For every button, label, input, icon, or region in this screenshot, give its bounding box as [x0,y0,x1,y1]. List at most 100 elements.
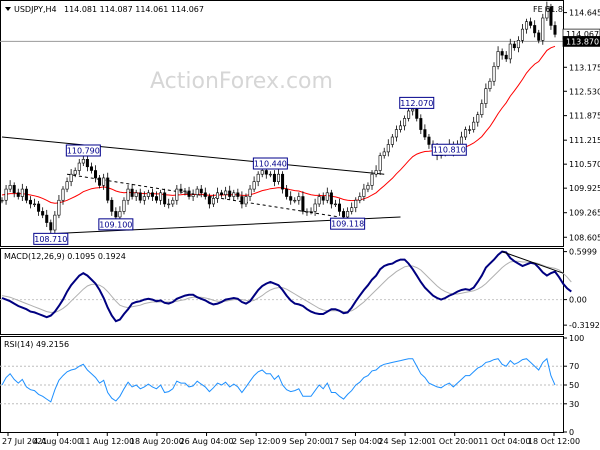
candle-body [122,199,126,212]
rsi-tick-label: 0 [569,428,574,437]
x-tick-label: 2 Sep 12:00 [232,437,280,446]
candle-body [403,118,407,127]
candle-body [33,203,37,206]
candle-body [171,199,175,205]
x-tick-label: 1 Oct 20:00 [431,437,478,446]
candle-body [236,192,240,197]
candle-body [53,214,57,231]
rsi-tick-label: 50 [569,381,579,390]
candle-body [195,188,199,195]
candle-body [110,199,114,212]
x-tick-label: 4 Aug 04:00 [33,437,82,446]
candle-body [203,192,207,197]
candle-body [480,103,484,116]
candle-body [118,211,122,218]
candle-body [500,51,504,56]
candle-body [419,118,423,130]
candle-body [321,196,325,201]
candle-body [37,203,41,212]
price-tick-label: 111.875 [569,112,600,121]
candle-body [61,188,65,201]
x-tick-label: 11 Aug 12:00 [80,437,134,446]
candle-body [504,54,508,60]
candle-body [264,170,268,175]
price-tag-label: 114.067 [566,30,599,39]
macd-title: MACD(12,26,9) 0.1095 0.1924 [4,252,126,261]
candle-body [0,199,4,202]
annotation-box [330,217,366,230]
candle-body [520,28,524,41]
annotation-box [65,144,101,157]
candle-body [256,173,260,182]
candle-body [191,194,195,197]
macd-panel-frame [0,248,564,335]
x-tick-label: 24 Sep 12:00 [378,437,431,446]
candle-body [313,203,317,212]
annotation-label: 109.118 [331,220,364,229]
candle-body [41,211,45,216]
candle-body [232,192,236,197]
candle-body [386,144,390,153]
annotation-box [252,157,288,170]
candle-body [394,129,398,138]
macd-trendline [501,251,564,274]
macd-tick-label: -0.3192 [569,321,600,330]
x-tick-label: 18 Aug 20:00 [130,437,184,446]
candle-body [211,198,215,205]
candle-body [98,177,102,186]
candle-body [533,25,537,34]
candle-body [276,173,281,182]
annotation-label: 110.440 [254,160,287,169]
candle-body [464,129,468,138]
candle-body [553,25,557,35]
trendline-dashed [66,173,340,218]
candle-body [329,192,333,205]
candle-body [220,192,224,195]
annotation-box [399,96,435,109]
candle-body [45,214,49,223]
candle-body [362,188,366,197]
candle-body [244,196,248,205]
candle-body [496,51,500,67]
candle-body [150,192,154,197]
candle-body [187,190,191,197]
candle-body [69,173,73,182]
candle-body [146,192,150,197]
candle-body [370,173,374,186]
candle-body [427,136,431,145]
annotation-label: 110.790 [67,146,100,155]
candle-body [163,192,167,205]
candle-body [529,21,533,26]
candle-body [374,170,378,175]
candle-body [65,181,69,190]
candle-body [358,196,362,201]
candle-body [155,196,159,201]
candle-body [508,43,512,60]
rsi-tick-label: 70 [569,362,579,371]
candle-body [28,199,32,205]
rsi-tick-label: 30 [569,400,579,409]
candle-body [484,88,488,104]
candle-body [423,129,427,138]
x-tick-label: 27 Jul 2021 [2,437,47,446]
candle-body [94,170,98,179]
candle-body [281,173,285,190]
rsi-tick-label: 100 [569,334,584,343]
candle-body [240,196,244,205]
candle-body [325,192,329,201]
candle-body [228,190,232,197]
price-tick-label: 112.530 [569,87,600,96]
candle-body [207,196,211,205]
candle-body [85,159,89,168]
candle-body [138,192,142,201]
candle-body [366,185,370,190]
candle-body [199,188,203,194]
candle-body [285,188,289,197]
candle-body [4,188,8,201]
ohlc-readout: 114.081 114.087 114.061 114.067 [64,5,204,14]
candle-body [537,32,541,41]
candle-body [272,173,276,182]
candle-body [333,203,337,206]
price-tag-box [562,36,600,47]
